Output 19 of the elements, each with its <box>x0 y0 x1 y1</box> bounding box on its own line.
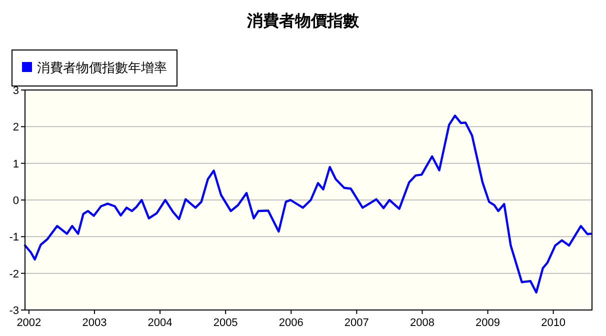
x-tick-label: 2003 <box>82 317 107 329</box>
y-tick-label: 1 <box>12 158 19 170</box>
y-tick-label: -3 <box>9 305 19 317</box>
y-tick-label: -2 <box>9 268 19 280</box>
x-tick-label: 2004 <box>148 317 172 329</box>
x-tick-label: 2002 <box>16 317 42 329</box>
y-tick-label: 3 <box>12 85 19 97</box>
y-tick-label: 0 <box>12 195 19 207</box>
y-tick-label: 2 <box>12 122 19 134</box>
x-tick-label: 2009 <box>476 317 500 329</box>
x-tick-label: 2007 <box>344 317 369 329</box>
x-tick-label: 2010 <box>541 317 566 329</box>
y-tick-label: -1 <box>9 232 19 244</box>
x-tick-label: 2008 <box>410 317 434 329</box>
legend-label: 消費者物價指數年增率 <box>37 60 167 75</box>
x-tick-label: 2006 <box>278 317 304 329</box>
chart-title: 消費者物價指數 <box>246 12 360 30</box>
x-tick-label: 2005 <box>213 317 238 329</box>
line-series <box>24 114 592 294</box>
